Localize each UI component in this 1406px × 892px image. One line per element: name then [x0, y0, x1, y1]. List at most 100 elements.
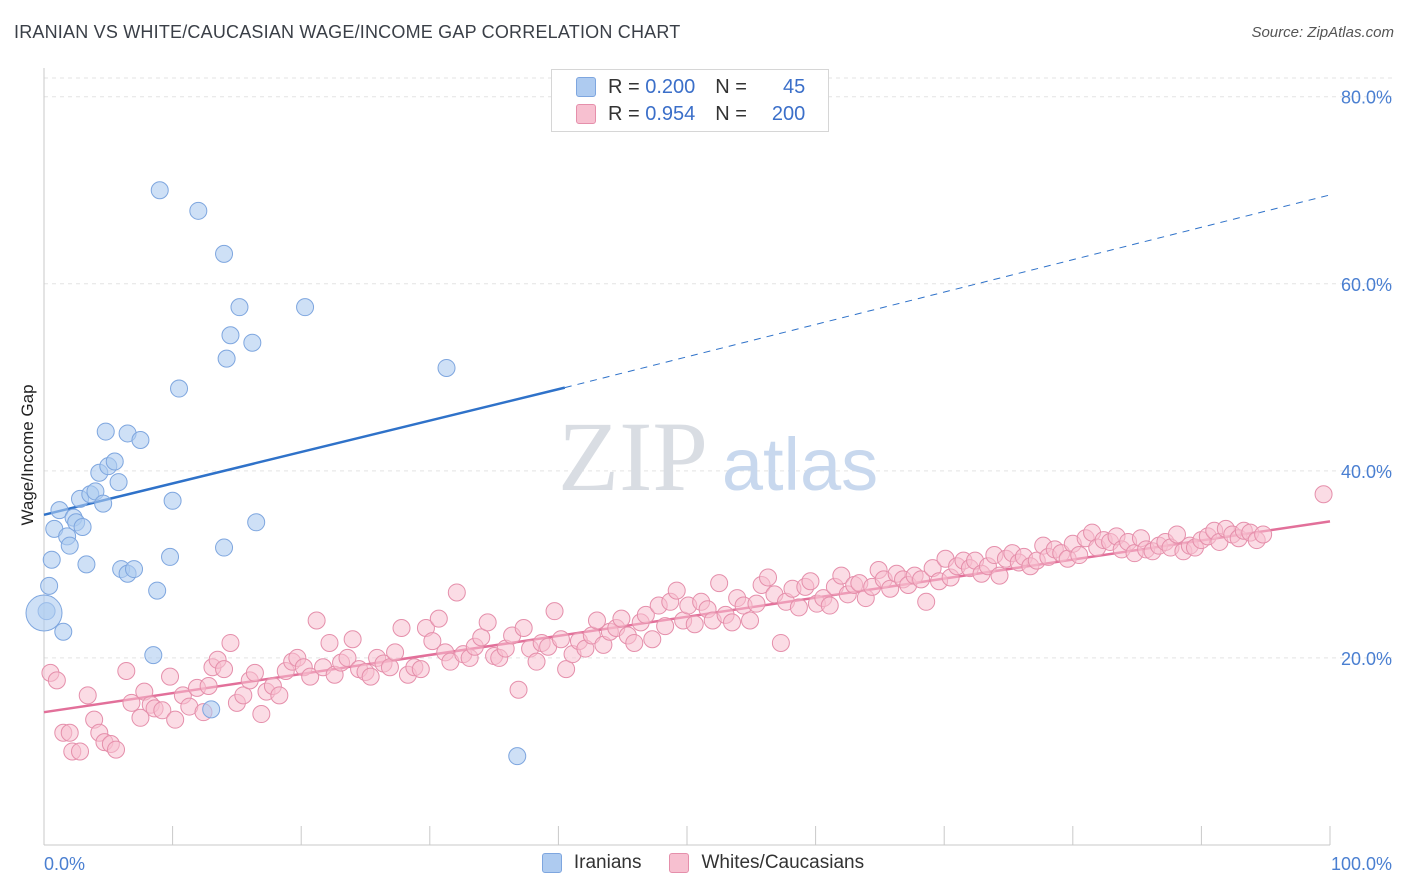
- white-caucasian-point: [636, 605, 655, 624]
- white-caucasian-point: [747, 594, 766, 613]
- legend-n-value: 45: [783, 75, 806, 98]
- white-caucasian-point: [338, 648, 357, 667]
- series-legend: Iranians Whites/Caucasians: [0, 852, 1406, 874]
- y-axis-label: Wage/Income Gap: [18, 384, 37, 526]
- white-caucasian-point: [990, 566, 1009, 585]
- iranian-point: [161, 547, 180, 566]
- legend-n-value: 200: [771, 102, 806, 125]
- legend-r-label: R =: [608, 102, 640, 125]
- iranian-point-large: [25, 594, 63, 632]
- iranian-point: [109, 473, 128, 492]
- white-caucasian-point: [801, 572, 820, 591]
- grid-lines: [44, 77, 1392, 659]
- white-caucasian-point: [557, 660, 576, 679]
- white-caucasian-point: [612, 609, 631, 628]
- legend-label-whites: Whites/Caucasians: [701, 852, 865, 873]
- iranian-point: [163, 491, 182, 510]
- white-caucasian-point: [307, 611, 326, 630]
- white-caucasian-point: [47, 671, 66, 690]
- white-caucasian-point: [245, 663, 264, 682]
- iranian-point: [202, 700, 221, 719]
- watermark-atlas: atlas: [722, 423, 878, 506]
- white-caucasian-point: [270, 686, 289, 705]
- legend-swatch-iranians: [576, 77, 596, 97]
- white-caucasian-point: [478, 613, 497, 632]
- iranian-point: [96, 422, 115, 441]
- white-caucasian-point: [820, 596, 839, 615]
- iranian-point: [437, 358, 456, 377]
- white-caucasian-point: [380, 658, 399, 677]
- y-tick-label: 60.0%: [1341, 275, 1392, 295]
- white-caucasian-point: [759, 568, 778, 587]
- legend-r-value: 0.954: [645, 102, 696, 125]
- white-caucasian-point: [881, 579, 900, 598]
- white-caucasian-point: [71, 742, 90, 761]
- white-caucasian-point: [107, 740, 126, 759]
- legend-row-whites: R = 0.954 N = 200: [576, 102, 805, 126]
- white-caucasian-point: [789, 598, 808, 617]
- legend-item-whites: Whites/Caucasians: [669, 852, 864, 874]
- iranian-point: [131, 430, 150, 449]
- legend-label-iranians: Iranians: [573, 852, 642, 873]
- white-caucasian-point: [667, 581, 686, 600]
- iranian-point: [221, 326, 240, 345]
- iranian-point: [247, 513, 266, 532]
- legend-n-label: N =: [715, 75, 747, 98]
- white-caucasian-point: [1314, 485, 1333, 504]
- y-tick-label: 20.0%: [1341, 649, 1392, 669]
- iranian-point: [50, 501, 69, 520]
- iranian-point: [170, 379, 189, 398]
- white-caucasian-point: [386, 643, 405, 662]
- legend-swatch-iranians: [541, 853, 562, 873]
- white-caucasian-point: [117, 662, 136, 681]
- watermark: ZIP atlas: [558, 401, 878, 512]
- iranian-point: [508, 747, 527, 766]
- white-caucasian-point: [423, 632, 442, 651]
- legend-r-label: R =: [608, 75, 640, 98]
- iranian-point: [40, 576, 59, 595]
- x-tick-label: 0.0%: [44, 854, 85, 874]
- iranian-point: [148, 581, 167, 600]
- white-caucasian-point: [153, 701, 172, 720]
- axes: [43, 68, 1331, 846]
- white-caucasian-point: [411, 660, 430, 679]
- white-caucasian-point: [723, 613, 742, 632]
- iranian-point: [42, 550, 61, 569]
- white-caucasian-point: [429, 609, 448, 628]
- white-caucasian-point: [1070, 546, 1089, 565]
- iranian-point: [230, 298, 249, 317]
- legend-swatch-whites: [669, 853, 690, 873]
- white-caucasian-point: [392, 618, 411, 637]
- white-caucasian-point: [447, 583, 466, 602]
- iranian-point: [54, 622, 73, 641]
- white-caucasian-point: [656, 617, 675, 636]
- iranian-point: [144, 646, 163, 665]
- white-caucasian-point: [221, 633, 240, 652]
- white-caucasian-point: [343, 630, 362, 649]
- stats-legend: R = 0.200 N = 45 R = 0.954 N = 200: [551, 69, 829, 132]
- iranian-point: [150, 181, 169, 200]
- white-caucasian-point: [320, 633, 339, 652]
- white-caucasian-point: [361, 667, 380, 686]
- white-caucasian-point: [78, 686, 97, 705]
- iranian-point: [94, 494, 113, 513]
- legend-swatch-whites: [576, 104, 596, 124]
- y-tick-label: 80.0%: [1341, 88, 1392, 108]
- white-caucasian-point: [545, 602, 564, 621]
- white-caucasian-point: [912, 570, 931, 589]
- white-caucasian-point: [917, 592, 936, 611]
- white-caucasian-point: [527, 652, 546, 671]
- iranian-point: [189, 201, 208, 220]
- white-caucasian-point: [60, 723, 79, 742]
- white-caucasian-point: [771, 633, 790, 652]
- legend-r-value: 0.200: [645, 75, 696, 98]
- watermark-zip: ZIP: [558, 401, 708, 512]
- iranian-trend-line: [43, 386, 566, 517]
- data-points: [25, 181, 1333, 766]
- white-caucasian-point: [122, 693, 141, 712]
- white-caucasian-point: [832, 566, 851, 585]
- white-caucasian-point: [710, 574, 729, 593]
- legend-row-iranians: R = 0.200 N = 45: [576, 75, 805, 99]
- source-label: Source: ZipAtlas.com: [1251, 24, 1394, 41]
